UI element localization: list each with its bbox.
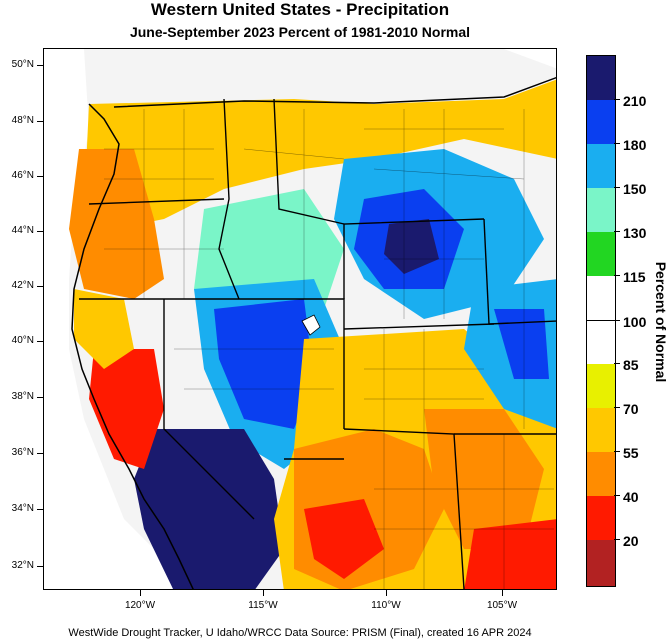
county-borders bbox=[104, 109, 554, 589]
lat-label-46n: 46°N bbox=[11, 170, 34, 181]
lat-tick bbox=[37, 397, 43, 398]
legend-swatch-20 bbox=[587, 496, 615, 540]
lat-tick bbox=[37, 176, 43, 177]
lat-label-32n: 32°N bbox=[11, 560, 34, 571]
legend-label-70: 70 bbox=[623, 401, 639, 417]
legend-tick bbox=[614, 539, 620, 540]
legend-colorbar bbox=[586, 55, 616, 587]
legend-swatch-115 bbox=[587, 232, 615, 276]
lat-label-48n: 48°N bbox=[11, 115, 34, 126]
legend-swatch-100 bbox=[587, 276, 615, 321]
state-borders bbox=[79, 98, 556, 589]
map-subtitle: June-September 2023 Percent of 1981-2010… bbox=[129, 24, 471, 40]
lat-label-34n: 34°N bbox=[11, 503, 34, 514]
lon-tick bbox=[386, 590, 387, 596]
region-wyoming-core bbox=[384, 219, 439, 274]
region-socal-navy bbox=[134, 429, 284, 589]
lat-label-38n: 38°N bbox=[11, 391, 34, 402]
legend-label-55: 55 bbox=[623, 445, 639, 461]
lat-tick bbox=[37, 65, 43, 66]
legend-tick bbox=[614, 143, 620, 144]
lat-tick bbox=[37, 509, 43, 510]
legend-tick bbox=[614, 495, 620, 496]
canada-border bbox=[113, 76, 556, 108]
lat-label-36n: 36°N bbox=[11, 447, 34, 458]
map-title: Western United States - Precipitation bbox=[150, 0, 450, 19]
coastline bbox=[71, 103, 194, 589]
legend-swatch-below20 bbox=[587, 540, 615, 586]
legend-swatch-70 bbox=[587, 364, 615, 408]
legend-tick bbox=[614, 231, 620, 232]
legend-swatch-40 bbox=[587, 452, 615, 496]
lon-label-110w: 110°W bbox=[371, 600, 401, 611]
lon-tick bbox=[263, 590, 264, 596]
legend-tick bbox=[614, 99, 620, 100]
legend-swatch-210plus bbox=[587, 56, 615, 100]
great-salt-lake bbox=[301, 314, 321, 336]
lon-tick bbox=[140, 590, 141, 596]
legend-label-100: 100 bbox=[623, 314, 647, 330]
lat-tick bbox=[37, 341, 43, 342]
legend-label-85: 85 bbox=[623, 357, 639, 373]
region-pnw-orange bbox=[69, 149, 164, 299]
region-plains-darkblue bbox=[494, 309, 549, 379]
legend-label-210: 210 bbox=[623, 93, 647, 109]
lat-tick bbox=[37, 286, 43, 287]
lat-label-50n: 50°N bbox=[11, 59, 34, 70]
lon-label-115w: 115°W bbox=[248, 600, 278, 611]
region-cal-red bbox=[89, 349, 164, 469]
region-arizona-red bbox=[304, 499, 384, 579]
legend-label-150: 150 bbox=[623, 181, 647, 197]
legend-swatch-55 bbox=[587, 408, 615, 452]
legend-label-20: 20 bbox=[623, 533, 639, 549]
region-nevada-darkblue bbox=[214, 299, 314, 429]
region-texas-red bbox=[464, 519, 556, 589]
region-cal-coast bbox=[74, 289, 134, 369]
lon-tick bbox=[502, 590, 503, 596]
legend-title: Percent of Normal bbox=[653, 261, 669, 383]
map-canvas bbox=[69, 49, 556, 589]
lat-tick bbox=[37, 566, 43, 567]
precipitation-map bbox=[43, 48, 557, 590]
legend-label-115: 115 bbox=[623, 269, 646, 285]
lat-tick bbox=[37, 231, 43, 232]
lon-label-120w: 120°W bbox=[124, 600, 156, 611]
legend-label-40: 40 bbox=[623, 489, 639, 505]
legend-swatch-130 bbox=[587, 188, 615, 232]
footer-credit: WestWide Drought Tracker, U Idaho/WRCC D… bbox=[68, 627, 532, 639]
lon-label-105w: 105°W bbox=[486, 600, 518, 611]
lat-tick bbox=[37, 121, 43, 122]
region-north-dry bbox=[84, 79, 556, 229]
lat-tick bbox=[37, 453, 43, 454]
lat-label-42n: 42°N bbox=[11, 280, 34, 291]
legend-swatch-85 bbox=[587, 321, 615, 364]
legend-tick bbox=[614, 451, 620, 452]
lat-label-44n: 44°N bbox=[11, 225, 34, 236]
legend-label-130: 130 bbox=[623, 225, 647, 241]
legend-tick bbox=[614, 363, 620, 364]
legend-tick bbox=[614, 275, 620, 276]
legend-label-180: 180 bbox=[623, 137, 647, 153]
legend-tick bbox=[614, 187, 620, 188]
legend-tick bbox=[614, 407, 620, 408]
lat-label-40n: 40°N bbox=[11, 335, 34, 346]
legend-tick bbox=[614, 320, 620, 321]
legend-swatch-150 bbox=[587, 144, 615, 188]
legend-swatch-180 bbox=[587, 100, 615, 144]
